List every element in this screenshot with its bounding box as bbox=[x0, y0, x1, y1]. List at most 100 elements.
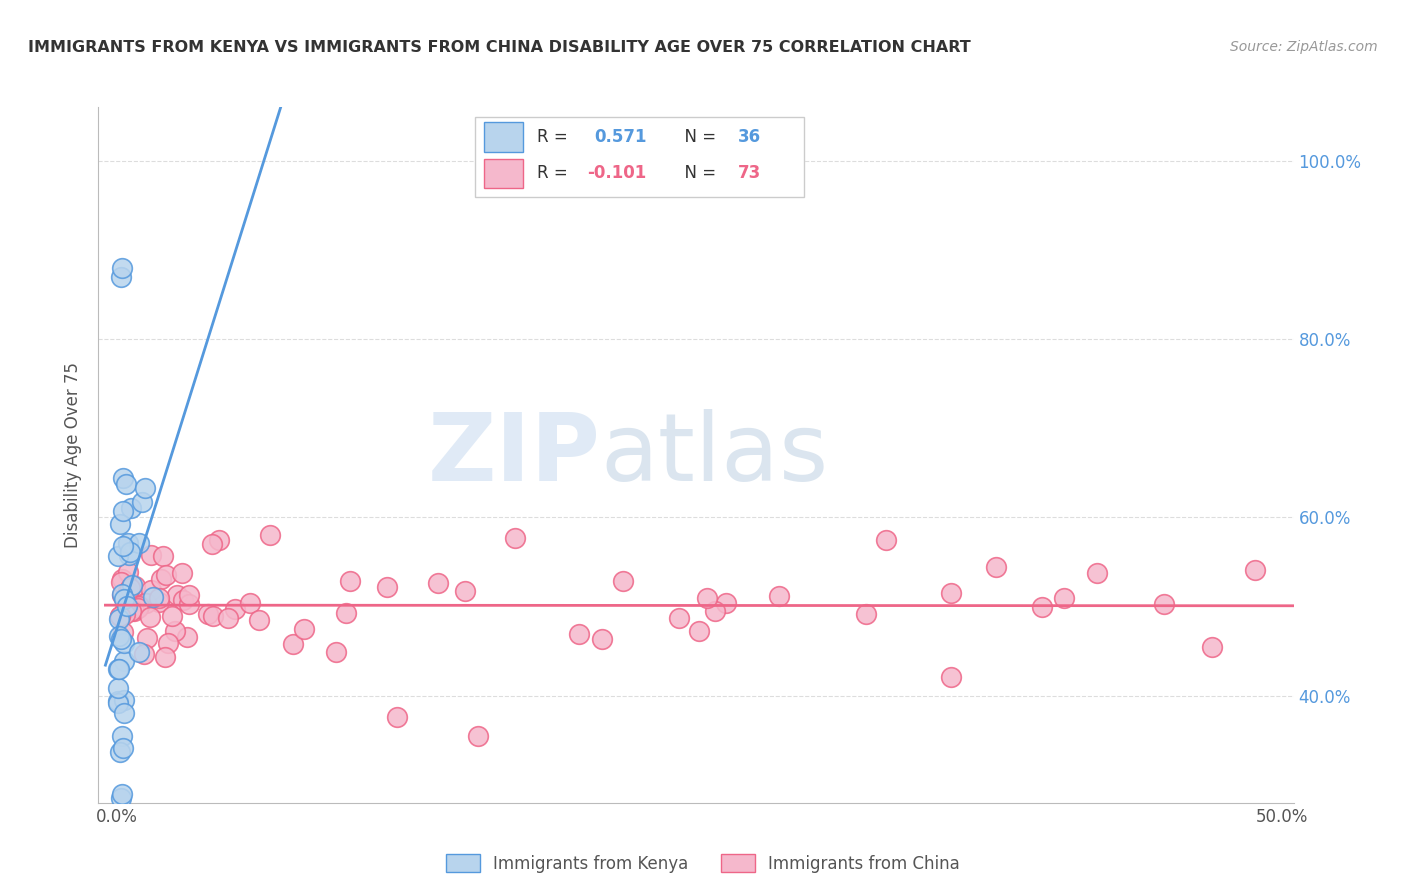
Point bbox=[247, 613, 270, 627]
Point bbox=[111, 260, 134, 275]
Point bbox=[108, 608, 131, 623]
Point bbox=[131, 495, 153, 509]
Point bbox=[1244, 563, 1267, 577]
Point bbox=[172, 593, 194, 607]
Point bbox=[108, 629, 131, 643]
Point bbox=[197, 607, 219, 621]
Point bbox=[768, 589, 790, 603]
Point bbox=[325, 645, 347, 659]
Point bbox=[427, 575, 450, 590]
Point bbox=[112, 654, 135, 668]
Point bbox=[108, 612, 131, 626]
FancyBboxPatch shape bbox=[485, 159, 523, 187]
FancyBboxPatch shape bbox=[485, 122, 523, 152]
Text: 73: 73 bbox=[738, 164, 761, 182]
Point bbox=[148, 594, 170, 608]
Point bbox=[1052, 591, 1074, 606]
Point bbox=[111, 572, 134, 586]
Point bbox=[1201, 640, 1223, 654]
Y-axis label: Disability Age Over 75: Disability Age Over 75 bbox=[65, 362, 83, 548]
Point bbox=[591, 632, 613, 646]
Point bbox=[339, 574, 361, 588]
Point bbox=[107, 549, 129, 564]
Legend: Immigrants from Kenya, Immigrants from China: Immigrants from Kenya, Immigrants from C… bbox=[440, 847, 966, 880]
Text: 36: 36 bbox=[738, 128, 761, 146]
Point bbox=[201, 536, 224, 550]
Point bbox=[377, 580, 399, 594]
Point bbox=[114, 601, 136, 615]
Point bbox=[139, 548, 162, 562]
Point bbox=[128, 645, 150, 659]
Point bbox=[208, 533, 231, 548]
Point bbox=[114, 607, 136, 621]
Point bbox=[111, 624, 134, 639]
Point bbox=[1031, 599, 1053, 614]
Point bbox=[112, 504, 135, 518]
Point bbox=[142, 591, 165, 605]
Point bbox=[335, 607, 357, 621]
Point bbox=[128, 599, 150, 613]
Point bbox=[112, 636, 135, 650]
Point bbox=[855, 607, 877, 622]
Point bbox=[134, 481, 156, 495]
Point bbox=[111, 729, 134, 743]
Point bbox=[281, 637, 304, 651]
Point bbox=[292, 622, 315, 636]
Point bbox=[111, 539, 134, 553]
Point bbox=[135, 596, 157, 610]
Point bbox=[1085, 566, 1108, 580]
Point bbox=[108, 609, 131, 624]
Point bbox=[132, 648, 155, 662]
Text: atlas: atlas bbox=[600, 409, 828, 501]
Text: N =: N = bbox=[675, 128, 721, 146]
Point bbox=[117, 536, 139, 550]
Point bbox=[139, 583, 162, 598]
Point bbox=[217, 611, 239, 625]
Point bbox=[110, 791, 132, 805]
Point bbox=[108, 516, 131, 531]
Point bbox=[120, 605, 142, 619]
Point bbox=[941, 586, 963, 600]
Point bbox=[121, 578, 143, 592]
Text: N =: N = bbox=[675, 164, 721, 182]
Point bbox=[201, 609, 224, 624]
Point bbox=[612, 574, 634, 588]
Point bbox=[110, 745, 132, 759]
Point bbox=[224, 602, 246, 616]
Point bbox=[160, 609, 183, 624]
Point bbox=[117, 599, 139, 614]
Point bbox=[110, 588, 132, 602]
Point bbox=[714, 596, 737, 610]
Point bbox=[107, 696, 129, 710]
Point bbox=[149, 572, 172, 586]
Point bbox=[467, 729, 489, 743]
Point bbox=[453, 584, 475, 599]
Text: Source: ZipAtlas.com: Source: ZipAtlas.com bbox=[1230, 40, 1378, 54]
Point bbox=[688, 624, 710, 638]
Point bbox=[176, 630, 198, 644]
Text: R =: R = bbox=[537, 128, 578, 146]
Point bbox=[111, 787, 134, 801]
Point bbox=[120, 501, 142, 516]
Point bbox=[110, 575, 132, 590]
Point bbox=[110, 587, 132, 601]
Point bbox=[110, 269, 132, 284]
Point bbox=[148, 591, 170, 605]
Point bbox=[153, 650, 176, 665]
Point bbox=[155, 567, 177, 582]
Point bbox=[127, 601, 149, 615]
Point bbox=[177, 597, 200, 611]
Point bbox=[668, 611, 690, 625]
Point bbox=[108, 662, 131, 676]
Point bbox=[152, 549, 174, 563]
Point bbox=[110, 632, 132, 647]
Point bbox=[170, 566, 193, 581]
Point bbox=[112, 693, 135, 707]
Point bbox=[165, 624, 187, 638]
Point bbox=[139, 610, 162, 624]
Point bbox=[986, 560, 1008, 574]
Point bbox=[112, 740, 135, 755]
Point bbox=[704, 604, 727, 618]
FancyBboxPatch shape bbox=[475, 118, 804, 197]
Point bbox=[112, 706, 135, 720]
